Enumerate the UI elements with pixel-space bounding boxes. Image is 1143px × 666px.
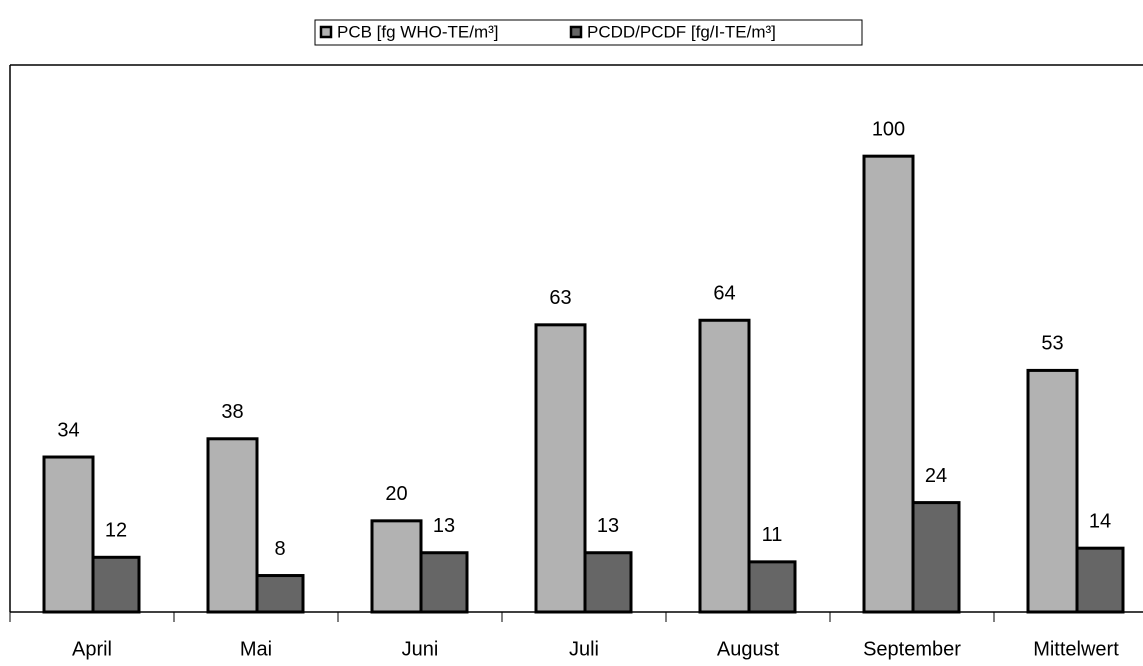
x-tick-label: Mittelwert [1033,638,1119,660]
bar [206,437,259,614]
bar [534,323,587,614]
data-label: 13 [597,515,619,537]
x-tick-label: April [72,638,112,660]
data-label: 13 [433,515,455,537]
data-label: 11 [762,524,783,546]
legend-swatch [569,25,583,39]
data-label: 64 [713,283,735,305]
bar [911,501,961,614]
x-tick-label: Mai [240,638,272,660]
bar [747,560,797,614]
bar [255,574,305,614]
bar [91,555,141,614]
legend-box [314,19,863,46]
bar [419,551,469,614]
data-label: 12 [105,520,127,542]
data-label: 24 [925,465,947,487]
bar [583,551,633,614]
data-label: 100 [872,118,905,140]
bar [862,154,915,614]
data-label: 53 [1041,333,1063,355]
bar [1075,546,1125,614]
data-label: 14 [1089,510,1111,532]
x-tick-label: September [863,638,961,660]
data-label: 34 [57,419,79,441]
data-label: 8 [274,538,285,560]
x-tick-label: Juli [569,638,599,660]
legend-text: PCB [fg WHO-TE/m³] [337,22,499,41]
bar [1026,368,1079,614]
x-tick-label: Juni [402,638,439,660]
data-label: 63 [549,287,571,309]
legend-text: PCDD/PCDF [fg/I-TE/m³] [587,22,776,41]
legend-swatch [319,25,333,39]
data-label: 38 [221,401,243,423]
bar [698,318,751,614]
bar [370,519,423,614]
data-label: 20 [385,483,407,505]
bar [42,455,95,614]
x-tick-label: August [717,638,780,660]
